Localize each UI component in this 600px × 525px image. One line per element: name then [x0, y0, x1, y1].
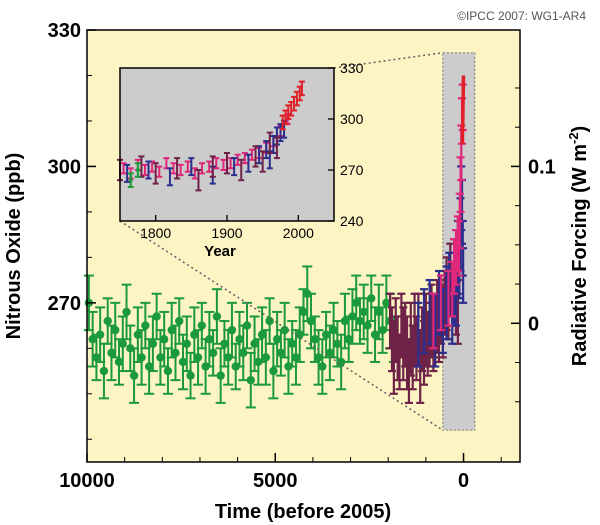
- inset-y-tick-label-2: 270: [340, 162, 364, 178]
- inset-maroon-point-5: [209, 155, 216, 178]
- main-green-point-14: [136, 329, 147, 386]
- inset-pink-point-14: [220, 158, 227, 171]
- inset-pink-point-3: [141, 163, 148, 177]
- inset-pink-point-10: [191, 167, 198, 180]
- inset-pink-point-18: [248, 148, 255, 161]
- inset-maroon-point-4: [195, 169, 202, 192]
- main-green-point-62: [317, 338, 328, 395]
- main-green-point-26: [181, 315, 192, 373]
- inset-pink-point-16: [234, 153, 241, 166]
- inset-y-tick-label-1: 300: [340, 111, 364, 127]
- inset-maroon-point-6: [224, 152, 230, 175]
- main-green-point-35: [215, 347, 226, 404]
- copyright-text: ©IPCC 2007: WG1-AR4: [457, 9, 586, 23]
- inset-maroon-point-11: [273, 136, 280, 160]
- main-green-point-10: [121, 283, 132, 341]
- main-pink-point-1: [436, 274, 445, 332]
- y-axis-title-left: Nitrous Oxide (ppb): [3, 153, 25, 340]
- main-green-point-13: [132, 306, 143, 363]
- main-plot-frame: [86, 29, 521, 463]
- main-green-point-67: [336, 333, 347, 391]
- main-axes: 330 300 270 10000 5000 0 0 0.1: [48, 20, 556, 492]
- inset-navy-point-5: [231, 157, 238, 177]
- right-y-tick-label-1: 0.1: [528, 156, 556, 178]
- inset-y-tick-label-0: 330: [340, 60, 364, 76]
- main-y-tick-label-1: 300: [48, 156, 81, 178]
- main-green-point-48: [264, 297, 275, 345]
- inset-axes: 330 300 270 240 1800 1900 2000: [140, 60, 363, 241]
- inset-navy-point-8: [263, 140, 270, 160]
- main-pink-point-0: [429, 292, 438, 350]
- inset-pink-point-7: [170, 162, 177, 175]
- main-x-tick-label-1: 5000: [253, 470, 298, 492]
- main-green-point-21: [162, 347, 173, 395]
- main-x-tick-label-0: 10000: [59, 470, 115, 492]
- inset-plot-marks: [117, 80, 305, 192]
- main-y-tick-label-2: 270: [48, 293, 81, 315]
- inset-maroon-point-8: [252, 145, 259, 168]
- inset-plot-area: [120, 68, 334, 221]
- inset-navy-point-3: [188, 157, 195, 177]
- inset-connector-top: [333, 51, 443, 69]
- main-green-point-38: [226, 301, 237, 359]
- inset-pink-point-17: [241, 152, 248, 165]
- inset-green-point-0: [127, 172, 134, 188]
- inset-pink-point-13: [213, 157, 220, 170]
- main-red-line: [460, 75, 466, 144]
- main-green-point-30: [196, 301, 207, 350]
- main-green-point-15: [140, 301, 151, 350]
- inset-pink-point-9: [184, 160, 191, 173]
- main-plot-marks: [83, 75, 468, 409]
- main-green-point-29: [193, 329, 204, 386]
- inset-pink-point-11: [199, 162, 206, 175]
- main-green-point-7: [110, 301, 121, 359]
- main-green-point-76: [370, 306, 381, 363]
- main-green-point-8: [114, 338, 125, 386]
- inset-maroon-point-10: [266, 131, 273, 154]
- inset-green-point-1: [134, 162, 141, 178]
- main-green-point-18: [151, 292, 162, 341]
- right-title-sup: -2: [566, 132, 581, 144]
- inset-navy-point-2: [166, 167, 173, 187]
- main-y-tick-label-0: 330: [48, 20, 81, 42]
- x-axis-title: Time (before 2005): [215, 501, 391, 523]
- main-green-point-52: [279, 301, 290, 359]
- main-green-point-6: [106, 324, 117, 382]
- main-navy-point-1: [419, 288, 428, 354]
- main-x-tick-label-2: 0: [458, 470, 469, 492]
- inset-x-tick-label-0: 1800: [140, 225, 171, 241]
- y-axis-title-right: Radiative Forcing (W m-2): [566, 126, 591, 366]
- main-green-point-55: [290, 329, 301, 386]
- inset-navy-point-1: [145, 160, 152, 180]
- inset-maroon-point-7: [238, 158, 245, 182]
- inset-x-tick-label-2: 2000: [283, 225, 314, 241]
- inset-y-tick-label-3: 240: [340, 213, 364, 229]
- inset-pink-point-5: [156, 165, 163, 178]
- inset-pink-point-12: [206, 160, 213, 173]
- inset-maroon-point-3: [174, 157, 181, 180]
- inset-x-axis-title: Year: [204, 243, 236, 260]
- inset-pink-point-8: [177, 163, 184, 177]
- main-green-point-32: [204, 310, 215, 368]
- inset-navy-point-6: [245, 153, 252, 173]
- main-green-point-71: [351, 274, 362, 332]
- main-green-point-24: [174, 297, 185, 345]
- inset-maroon-point-9: [259, 150, 266, 173]
- main-green-point-40: [234, 310, 245, 368]
- inset-red-point-7: [298, 80, 305, 97]
- main-green-point-23: [170, 324, 181, 382]
- right-y-tick-label-0: 0: [528, 313, 539, 335]
- inset-navy-point-0: [124, 163, 131, 183]
- inset-x-tick-label-1: 1900: [211, 225, 242, 241]
- inset-pink-point-0: [120, 162, 127, 175]
- main-green-point-57: [298, 288, 309, 336]
- inset-maroon-point-2: [152, 162, 159, 185]
- main-green-point-3: [95, 306, 106, 363]
- right-title-main: Radiative Forcing (W m: [569, 144, 591, 366]
- inset-connector-bottom: [119, 220, 444, 431]
- main-navy-point-0: [414, 301, 423, 368]
- right-title-close: ): [569, 126, 591, 133]
